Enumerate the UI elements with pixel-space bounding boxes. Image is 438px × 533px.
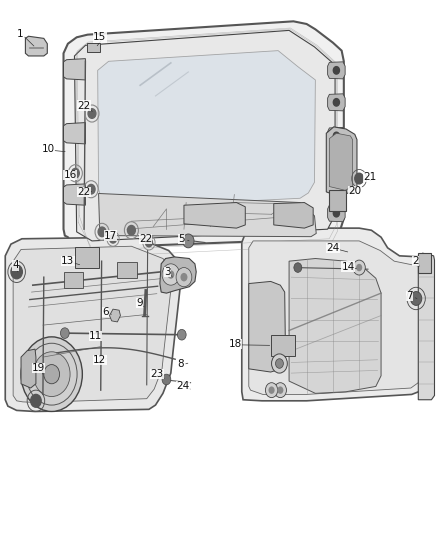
- Polygon shape: [98, 51, 315, 208]
- Text: 3: 3: [164, 267, 171, 277]
- Circle shape: [33, 352, 70, 397]
- Text: 18: 18: [229, 339, 242, 349]
- Polygon shape: [328, 168, 345, 185]
- Circle shape: [98, 227, 106, 237]
- Circle shape: [333, 173, 339, 181]
- Text: 15: 15: [93, 33, 106, 42]
- Circle shape: [110, 235, 117, 243]
- Circle shape: [265, 383, 278, 398]
- Circle shape: [277, 386, 283, 394]
- Circle shape: [60, 328, 69, 338]
- Polygon shape: [99, 193, 316, 237]
- Circle shape: [355, 173, 364, 184]
- Polygon shape: [64, 21, 344, 248]
- Text: 22: 22: [139, 234, 152, 244]
- Circle shape: [356, 264, 362, 271]
- Circle shape: [333, 209, 339, 217]
- Text: 21: 21: [364, 172, 377, 182]
- Text: 24: 24: [177, 382, 190, 391]
- Text: 5: 5: [178, 234, 185, 244]
- Text: 22: 22: [78, 187, 91, 197]
- Text: 7: 7: [406, 291, 413, 301]
- Circle shape: [410, 292, 422, 305]
- Text: 11: 11: [89, 331, 102, 341]
- Bar: [271, 335, 295, 356]
- Circle shape: [145, 238, 152, 247]
- Polygon shape: [249, 281, 286, 372]
- Circle shape: [31, 394, 41, 407]
- Bar: [117, 262, 137, 278]
- Circle shape: [87, 184, 95, 194]
- Polygon shape: [13, 246, 173, 402]
- Circle shape: [44, 365, 60, 384]
- Polygon shape: [64, 59, 85, 80]
- Circle shape: [162, 374, 171, 385]
- Text: 17: 17: [104, 231, 117, 240]
- Polygon shape: [326, 127, 357, 195]
- Polygon shape: [249, 241, 426, 394]
- Polygon shape: [274, 203, 313, 228]
- Circle shape: [180, 273, 187, 281]
- Circle shape: [276, 359, 283, 368]
- Bar: [87, 43, 100, 52]
- Polygon shape: [289, 259, 381, 393]
- Text: 9: 9: [136, 298, 143, 308]
- Polygon shape: [110, 309, 120, 322]
- Text: 1: 1: [16, 29, 23, 38]
- Bar: [75, 247, 99, 268]
- Text: 24: 24: [326, 243, 339, 253]
- Polygon shape: [328, 94, 345, 111]
- Polygon shape: [328, 127, 345, 144]
- Polygon shape: [74, 30, 335, 241]
- Text: 14: 14: [342, 262, 355, 271]
- Text: 8: 8: [177, 359, 184, 368]
- Polygon shape: [25, 36, 47, 56]
- Polygon shape: [242, 228, 434, 401]
- Text: 22: 22: [78, 101, 91, 110]
- Circle shape: [268, 386, 275, 394]
- Circle shape: [333, 99, 339, 106]
- Polygon shape: [418, 253, 434, 400]
- Polygon shape: [328, 205, 345, 222]
- Circle shape: [274, 383, 286, 398]
- Bar: [328, 190, 346, 211]
- Text: 4: 4: [12, 261, 19, 270]
- Polygon shape: [328, 62, 345, 79]
- Polygon shape: [329, 133, 353, 190]
- Text: 23: 23: [150, 369, 163, 379]
- Circle shape: [272, 354, 287, 373]
- Circle shape: [333, 132, 339, 140]
- Circle shape: [177, 329, 186, 340]
- Circle shape: [333, 67, 339, 74]
- Text: 10: 10: [42, 144, 55, 154]
- Polygon shape: [5, 237, 182, 411]
- Bar: [418, 253, 431, 273]
- Text: 2: 2: [412, 256, 419, 266]
- Circle shape: [88, 109, 96, 118]
- Circle shape: [71, 168, 79, 178]
- Polygon shape: [64, 184, 85, 205]
- Text: 6: 6: [102, 307, 109, 317]
- Text: 19: 19: [32, 363, 45, 373]
- Circle shape: [294, 263, 302, 272]
- Circle shape: [127, 225, 135, 235]
- Text: 12: 12: [93, 355, 106, 365]
- Polygon shape: [21, 349, 36, 388]
- Text: 13: 13: [61, 256, 74, 266]
- Text: 20: 20: [348, 186, 361, 196]
- Circle shape: [167, 270, 174, 279]
- Circle shape: [176, 268, 192, 287]
- Bar: [64, 272, 83, 288]
- Circle shape: [183, 234, 194, 248]
- Circle shape: [11, 265, 22, 279]
- Polygon shape: [184, 203, 245, 228]
- Polygon shape: [160, 257, 196, 293]
- Circle shape: [21, 337, 82, 411]
- Polygon shape: [64, 123, 85, 144]
- Circle shape: [353, 260, 365, 275]
- Circle shape: [162, 264, 180, 285]
- Text: 16: 16: [64, 170, 77, 180]
